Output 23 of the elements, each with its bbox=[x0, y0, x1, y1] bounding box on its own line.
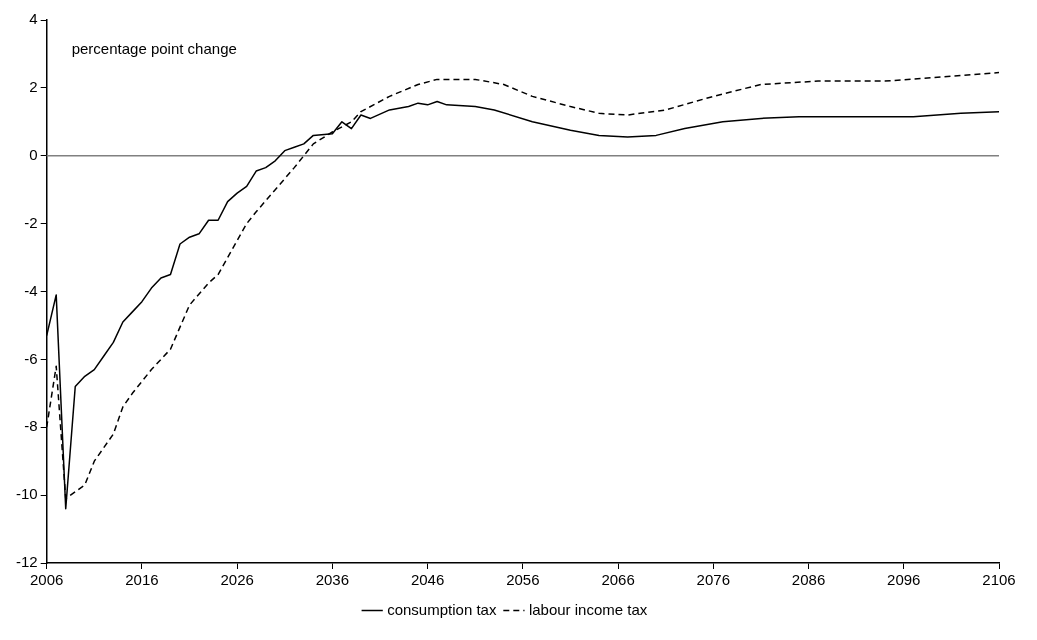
y-tick-label: 0 bbox=[29, 145, 38, 163]
y-tick-label: 4 bbox=[29, 10, 38, 28]
x-tick-label: 2096 bbox=[887, 571, 921, 589]
x-tick-label: 2106 bbox=[982, 571, 1016, 589]
x-tick-label: 2016 bbox=[125, 571, 159, 589]
legend-label: consumption tax bbox=[387, 600, 497, 618]
y-tick-label: -6 bbox=[24, 349, 38, 367]
x-tick-label: 2066 bbox=[601, 571, 635, 589]
x-tick-label: 2076 bbox=[696, 571, 730, 589]
x-tick-label: 2056 bbox=[506, 571, 540, 589]
x-tick-label: 2086 bbox=[791, 571, 826, 589]
y-axis-title: percentage point change bbox=[71, 40, 237, 58]
y-tick-label: -12 bbox=[15, 553, 38, 571]
x-tick-label: 2046 bbox=[410, 571, 445, 589]
legend-label: labour income tax bbox=[528, 600, 648, 618]
x-tick-label: 2036 bbox=[315, 571, 350, 589]
x-tick-label: 2026 bbox=[220, 571, 254, 589]
x-tick-label: 2006 bbox=[29, 571, 64, 589]
y-tick-label: -2 bbox=[24, 213, 38, 231]
y-tick-label: 2 bbox=[29, 78, 38, 96]
y-tick-label: -4 bbox=[24, 281, 38, 299]
y-tick-label: -8 bbox=[24, 417, 38, 435]
y-tick-label: -10 bbox=[15, 485, 38, 503]
